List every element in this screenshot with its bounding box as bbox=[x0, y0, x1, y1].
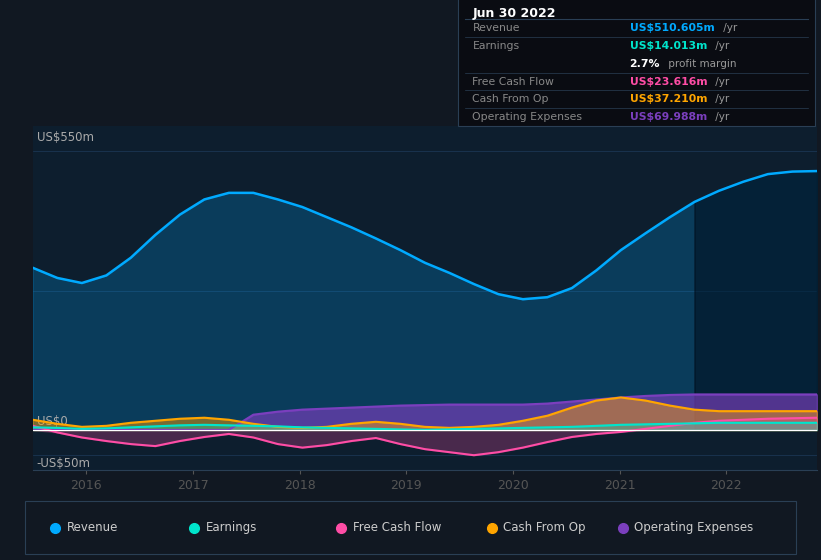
Text: /yr: /yr bbox=[712, 94, 729, 104]
FancyBboxPatch shape bbox=[458, 0, 815, 126]
Text: US$23.616m: US$23.616m bbox=[630, 77, 707, 87]
Text: Free Cash Flow: Free Cash Flow bbox=[472, 77, 554, 87]
Text: US$550m: US$550m bbox=[37, 132, 94, 144]
Text: Cash From Op: Cash From Op bbox=[503, 521, 585, 534]
Text: US$37.210m: US$37.210m bbox=[630, 94, 707, 104]
Text: Free Cash Flow: Free Cash Flow bbox=[353, 521, 441, 534]
Text: /yr: /yr bbox=[712, 41, 729, 51]
FancyBboxPatch shape bbox=[25, 501, 796, 554]
Text: Operating Expenses: Operating Expenses bbox=[635, 521, 754, 534]
Text: US$69.988m: US$69.988m bbox=[630, 112, 707, 122]
Text: US$0: US$0 bbox=[37, 415, 67, 428]
Text: Cash From Op: Cash From Op bbox=[472, 94, 549, 104]
Text: US$510.605m: US$510.605m bbox=[630, 24, 714, 33]
Text: -US$50m: -US$50m bbox=[37, 457, 91, 470]
Text: Earnings: Earnings bbox=[206, 521, 257, 534]
Text: /yr: /yr bbox=[719, 24, 736, 33]
Text: /yr: /yr bbox=[712, 112, 729, 122]
Text: Revenue: Revenue bbox=[67, 521, 118, 534]
Text: 2.7%: 2.7% bbox=[630, 59, 660, 69]
Text: Jun 30 2022: Jun 30 2022 bbox=[472, 7, 556, 20]
Text: US$14.013m: US$14.013m bbox=[630, 41, 707, 51]
Text: profit margin: profit margin bbox=[664, 59, 736, 69]
Text: Revenue: Revenue bbox=[472, 24, 520, 33]
Text: Earnings: Earnings bbox=[472, 41, 520, 51]
Text: /yr: /yr bbox=[712, 77, 729, 87]
Text: Operating Expenses: Operating Expenses bbox=[472, 112, 582, 122]
